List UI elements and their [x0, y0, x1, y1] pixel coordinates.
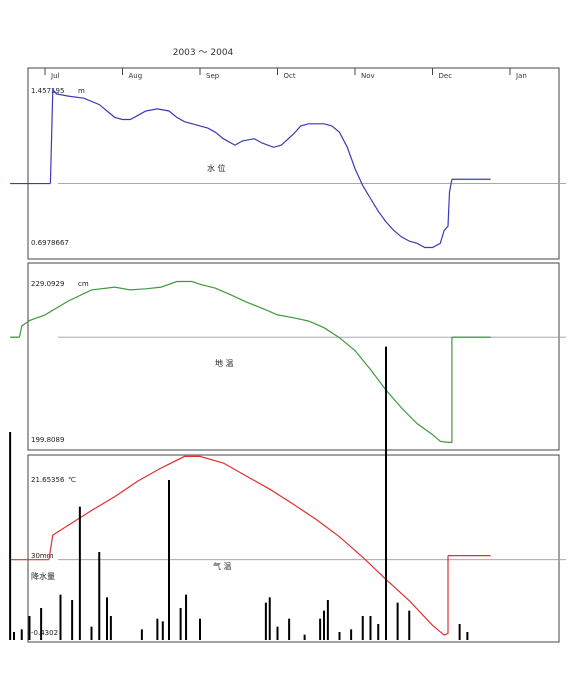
middle-ymin-label: 199.8089	[31, 436, 64, 444]
rain-bar	[288, 619, 290, 640]
top-unit-label: m	[78, 87, 85, 95]
rain-bar	[265, 603, 267, 640]
rain-bar	[397, 603, 399, 640]
rain-bar	[29, 616, 31, 640]
bottom-series-line	[49, 456, 448, 635]
rain-bar	[106, 597, 108, 640]
rain-bar	[71, 600, 73, 640]
rain-bar	[277, 627, 279, 640]
middle-ymax-label: 229.0929	[31, 280, 64, 288]
rain-bar	[304, 635, 306, 640]
panel-top-frame	[28, 68, 559, 259]
rain-bar	[141, 629, 143, 640]
chart-title: 2003 ～ 2004	[173, 48, 234, 58]
chart-marks	[0, 90, 566, 640]
rain-bar	[156, 619, 158, 640]
rain-bar	[323, 611, 325, 640]
rain-bar	[339, 632, 341, 640]
bottom-series-label: 气 温	[213, 561, 232, 571]
bottom-ymax-label: 21.65356	[31, 476, 65, 484]
top-ymin-label: 0.6978667	[31, 239, 69, 247]
rain-bar	[9, 432, 11, 640]
top-series-label: 水 位	[207, 163, 226, 173]
bottom-unit-label: ℃	[68, 476, 76, 484]
top-series-line	[50, 90, 452, 248]
month-label: Jan	[515, 72, 527, 80]
rain-bar	[91, 627, 93, 640]
rain-bar	[168, 480, 170, 640]
rain-bar	[350, 629, 352, 640]
panel-middle-frame	[28, 263, 559, 450]
rain-bar	[162, 621, 164, 640]
rain-bar	[110, 616, 112, 640]
rain-bar	[199, 619, 201, 640]
rain-bar	[180, 608, 182, 640]
rain-bar	[377, 624, 379, 640]
middle-series-line	[19, 282, 452, 443]
rain-bar	[79, 507, 81, 640]
bottom-rain-axis-label: 降水量	[31, 571, 55, 581]
rain-bar	[98, 552, 100, 640]
rain-bar	[459, 624, 461, 640]
rain-bar	[385, 347, 387, 640]
month-label: Aug	[129, 72, 143, 80]
month-label: Jul	[50, 72, 60, 80]
month-label: Nov	[361, 72, 375, 80]
top-ymax-label: 1.457195	[31, 87, 64, 95]
month-label: Dec	[439, 72, 453, 80]
rain-bar	[408, 611, 410, 640]
rain-bar	[269, 597, 271, 640]
middle-series-label: 地 温	[215, 358, 234, 368]
rain-bar	[185, 595, 187, 640]
rain-bar	[319, 619, 321, 640]
rain-bar	[466, 632, 468, 640]
rain-bar	[327, 600, 329, 640]
rain-bar	[21, 629, 23, 640]
middle-unit-label: cm	[78, 280, 89, 288]
rain-bar	[370, 616, 372, 640]
rain-bar	[40, 608, 42, 640]
bottom-ymin-label: -0.4302	[31, 629, 58, 637]
rain-bar	[13, 632, 15, 640]
month-label: Oct	[284, 72, 296, 80]
rain-bar	[362, 616, 364, 640]
rain-bar	[60, 595, 62, 640]
month-label: Sep	[206, 72, 220, 80]
month-ticks: Jul Aug Sep Oct Nov Dec Jan	[45, 68, 527, 80]
